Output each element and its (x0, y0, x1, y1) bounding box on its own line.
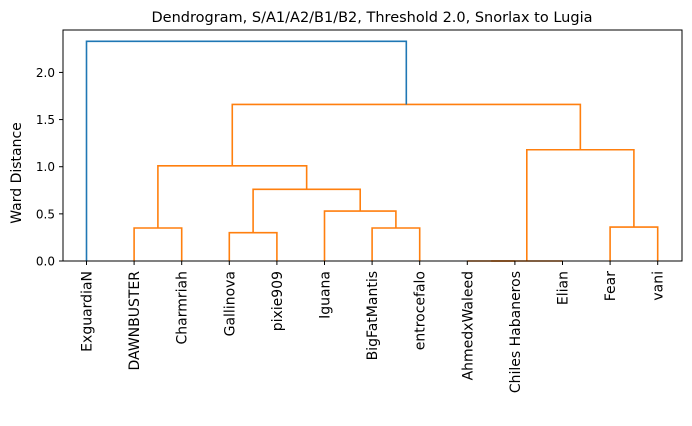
leaf-label: Elian (556, 271, 572, 305)
y-axis: 0.0 0.5 1.0 1.5 2.0 (36, 66, 63, 269)
leaf-label: Iguana (318, 271, 334, 319)
dendrogram-link (371, 227, 421, 261)
leaf-label: Gallinova (222, 271, 238, 336)
leaf-label: AhmedxWaleed (460, 271, 476, 380)
dendrogram-link (157, 164, 308, 228)
dendrogram-links (85, 40, 659, 262)
dendrogram-link (133, 227, 183, 261)
x-axis-leaf-labels: ExguardiaN DAWNBUSTER Charmriah Gallinova pi… (80, 261, 667, 393)
y-tick-label: 2.0 (36, 66, 55, 80)
dendrogram-link (526, 148, 635, 261)
dendrogram-link (231, 103, 582, 166)
leaf-label: vani (651, 271, 667, 301)
y-tick-label: 0.0 (36, 255, 55, 269)
y-tick-label: 0.5 (36, 207, 55, 221)
leaf-label: Charmriah (175, 271, 191, 344)
dendrogram-link (609, 226, 659, 261)
leaf-label: Chiles Habaneros (508, 271, 524, 393)
leaf-label: BigFatMantis (365, 271, 381, 360)
chart-title: Dendrogram, S/A1/A2/B1/B2, Threshold 2.0… (152, 10, 593, 26)
y-tick-label: 1.0 (36, 160, 55, 174)
dendrogram-link (85, 40, 408, 261)
y-tick-label: 1.5 (36, 113, 55, 127)
dendrogram-link (323, 210, 397, 261)
leaf-label: Fear (603, 271, 619, 301)
y-axis-label: Ward Distance (9, 122, 25, 224)
leaf-label: ExguardiaN (80, 271, 96, 352)
leaf-label: DAWNBUSTER (127, 271, 143, 371)
dendrogram-link (228, 231, 278, 261)
leaf-label: pixie909 (270, 271, 286, 331)
plot-frame (62, 29, 683, 262)
dendrogram-link (252, 188, 361, 233)
leaf-label: entrocefalo (413, 271, 429, 350)
